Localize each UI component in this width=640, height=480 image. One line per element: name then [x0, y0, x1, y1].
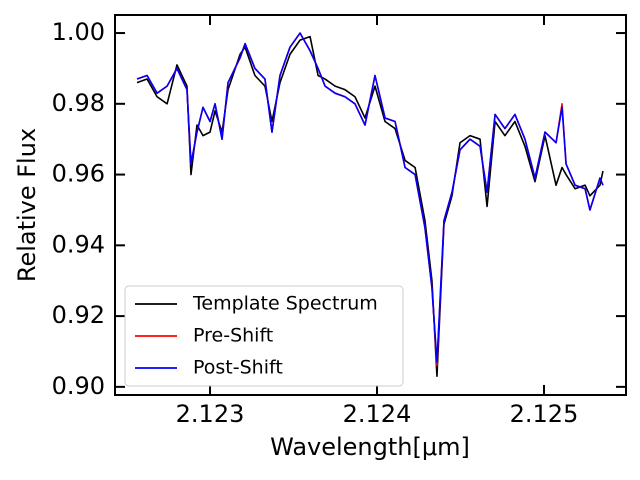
legend-box — [124, 285, 404, 387]
x-tick-label: 2.123 — [176, 400, 245, 428]
y-tick-label: 1.00 — [52, 18, 105, 46]
legend-label: Pre-Shift — [193, 325, 273, 347]
y-axis-label: Relative Flux — [13, 128, 41, 282]
x-axis-label: Wavelength[μm] — [270, 433, 470, 461]
legend-label: Template Spectrum — [192, 293, 378, 315]
y-tick-label: 0.92 — [52, 301, 105, 329]
x-tick-label: 2.125 — [510, 400, 579, 428]
y-tick-label: 0.90 — [52, 372, 105, 400]
y-tick-label: 0.98 — [52, 89, 105, 117]
legend-label: Post-Shift — [193, 357, 283, 379]
series-line — [136, 32, 604, 363]
y-tick-label: 0.94 — [52, 230, 105, 258]
x-tick-label: 2.124 — [343, 400, 412, 428]
plot-frame — [114, 14, 627, 396]
y-tick-label: 0.96 — [52, 160, 105, 188]
